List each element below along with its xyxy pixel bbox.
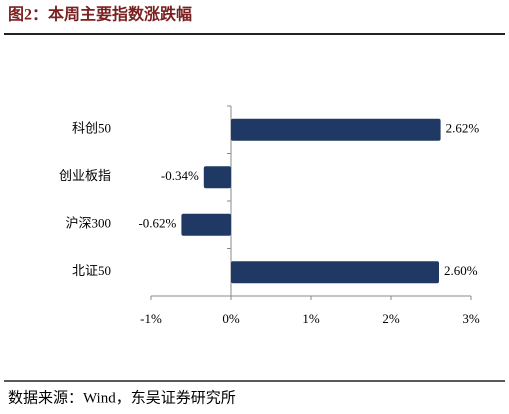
bar: [181, 213, 231, 236]
value-label: 2.62%: [446, 121, 480, 136]
y-tick-label: 北证50: [72, 263, 111, 278]
y-tick-label: 科创50: [72, 121, 111, 136]
value-label: 2.60%: [444, 263, 478, 278]
x-tick-label: 1%: [302, 311, 320, 326]
source: 数据来源：Wind，东吴证券研究所: [8, 389, 236, 406]
x-tick-label: 2%: [382, 311, 400, 326]
bar: [203, 166, 231, 189]
y-tick-label: 创业板指: [59, 168, 111, 183]
chart-title: 图2：本周主要指数涨跌幅: [8, 5, 192, 24]
y-tick-label: 沪深300: [65, 216, 111, 231]
bar: [231, 261, 439, 284]
x-tick-label: 0%: [222, 311, 240, 326]
value-label: -0.62%: [138, 216, 176, 231]
x-tick-label: -1%: [140, 311, 162, 326]
value-label: -0.34%: [161, 168, 199, 183]
x-tick-label: 3%: [462, 311, 480, 326]
bar: [231, 118, 441, 141]
